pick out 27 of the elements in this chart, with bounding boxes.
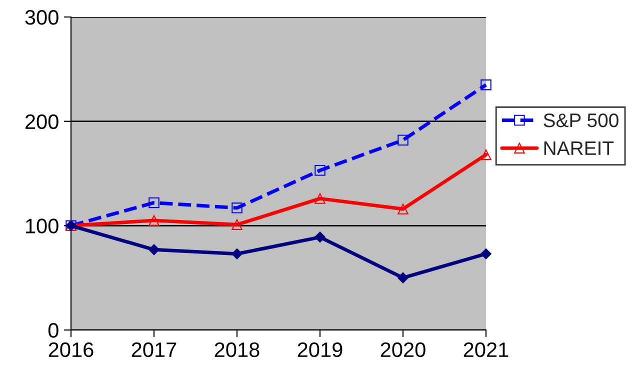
y-tick-label: 300 bbox=[25, 10, 58, 25]
legend-label: NAREIT bbox=[544, 142, 614, 155]
y-tick-label: 100 bbox=[26, 218, 58, 234]
point bbox=[480, 149, 492, 160]
point bbox=[398, 204, 408, 214]
y-tick-label: 0 bbox=[48, 323, 58, 338]
point bbox=[398, 134, 408, 146]
x-tick-label: 2016 bbox=[48, 342, 94, 358]
point bbox=[480, 248, 492, 260]
x-tick-label: 2020 bbox=[380, 342, 426, 358]
point bbox=[314, 193, 326, 204]
y-tick-label: 200 bbox=[25, 114, 58, 130]
point bbox=[314, 232, 326, 243]
legend-label: S&P 500 bbox=[544, 113, 618, 128]
point bbox=[232, 202, 242, 214]
point bbox=[232, 248, 242, 260]
point bbox=[398, 272, 408, 284]
x-tick-label: 2017 bbox=[132, 342, 176, 358]
point bbox=[148, 244, 160, 256]
x-tick-label: 2021 bbox=[464, 342, 508, 358]
point bbox=[148, 197, 160, 208]
point bbox=[480, 79, 492, 90]
point bbox=[314, 164, 326, 176]
x-tick-label: 2019 bbox=[298, 342, 342, 358]
point bbox=[232, 219, 242, 230]
point bbox=[148, 215, 160, 226]
x-tick-label: 2018 bbox=[214, 342, 260, 358]
